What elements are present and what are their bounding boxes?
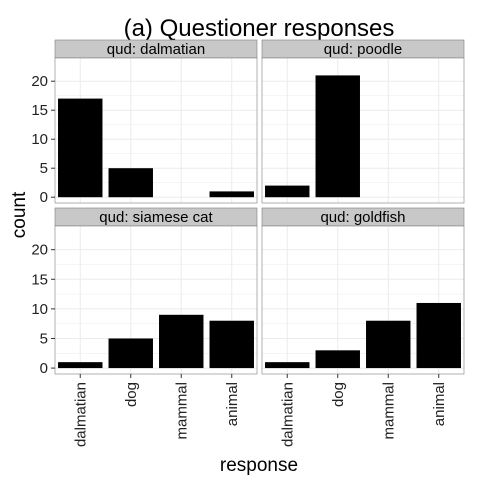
bar-siamese-cat-animal [209, 320, 254, 369]
y-tick-label: 20 [31, 73, 48, 90]
bar-siamese-cat-mammal [159, 314, 204, 369]
y-tick-label: 0 [40, 189, 48, 206]
y-tick-label: 10 [31, 301, 48, 318]
panel-border [54, 57, 258, 204]
chart-title: (a) Questioner responses [124, 15, 395, 42]
y-tick-label: 20 [31, 242, 48, 259]
panel-border [261, 225, 465, 375]
bar-dalmatian-dalmatian [58, 98, 103, 198]
x-tick-label: mammal [173, 382, 190, 440]
facet-strip-label: qud: siamese cat [99, 209, 213, 226]
x-tick-label: mammal [380, 382, 397, 440]
bar-siamese-cat-dalmatian [58, 362, 103, 369]
bar-goldfish-dalmatian [265, 362, 310, 369]
bar-poodle-dog [315, 75, 360, 198]
x-tick-label: dog [123, 382, 140, 407]
x-tick-label: animal [431, 382, 448, 426]
bar-goldfish-mammal [366, 320, 411, 369]
bar-poodle-dalmatian [265, 185, 310, 198]
y-tick-label: 15 [31, 102, 48, 119]
x-tick-label: dog [330, 382, 347, 407]
bar-dalmatian-dog [108, 168, 153, 198]
y-tick-label: 15 [31, 271, 48, 288]
panel-siamese-cat: qud: siamese cat 0 5 10 15 20 dalmatian dog mamm… [31, 207, 258, 447]
y-tick-label: 5 [40, 330, 48, 347]
facet-panels: qud: dalmatian 0 5 10 15 20 qud: poodle qud: si… [31, 39, 465, 447]
bar-goldfish-dog [315, 350, 360, 369]
panel-goldfish: qud: goldfish dalmatian dog mammal animal [261, 207, 465, 447]
panel-border [261, 57, 465, 204]
panel-dalmatian: qud: dalmatian 0 5 10 15 20 [31, 39, 258, 206]
y-tick-label: 10 [31, 131, 48, 148]
x-tick-label: animal [224, 382, 241, 426]
facet-strip-label: qud: goldfish [320, 209, 405, 226]
y-tick-label: 0 [40, 360, 48, 377]
facet-strip-label: qud: dalmatian [107, 41, 205, 58]
x-tick-label: dalmatian [72, 382, 89, 447]
bar-dalmatian-animal [209, 191, 254, 198]
bar-siamese-cat-dog [108, 338, 153, 369]
y-tick-label: 5 [40, 160, 48, 177]
x-tick-label: dalmatian [279, 382, 296, 447]
panel-border [54, 225, 258, 375]
panel-background [262, 58, 464, 203]
facet-strip-label: qud: poodle [324, 41, 402, 58]
y-axis-title: count [9, 191, 30, 238]
bar-goldfish-animal [416, 302, 461, 369]
panel-poodle: qud: poodle [261, 39, 465, 204]
x-axis-title: response [220, 455, 298, 476]
